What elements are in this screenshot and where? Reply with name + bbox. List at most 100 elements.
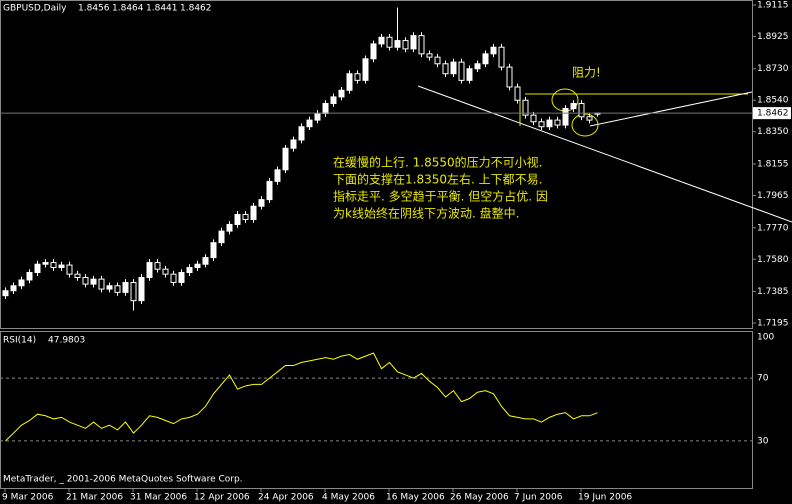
- candle-body: [234, 214, 241, 225]
- ohlc-high: 1.8464: [112, 4, 144, 14]
- candle-body: [186, 267, 193, 274]
- candle-body: [474, 63, 481, 70]
- candle-body: [282, 147, 289, 171]
- candle-body: [570, 103, 577, 110]
- candle-body: [58, 264, 65, 269]
- y-tick-label: 1.7580: [757, 255, 789, 265]
- candle-body: [402, 40, 409, 50]
- candle-body: [2, 290, 9, 297]
- candle-body: [306, 119, 313, 128]
- chart-title: GBPUSD,Daily: [3, 4, 67, 14]
- candle-body: [146, 262, 153, 278]
- trend-line: [417, 85, 792, 223]
- rsi-line: [5, 352, 598, 442]
- candle-body: [202, 257, 209, 265]
- candle-body: [362, 58, 369, 81]
- candle-body: [482, 53, 489, 65]
- candle-body: [546, 119, 553, 128]
- candle-body: [538, 121, 545, 128]
- candle-body: [562, 108, 569, 126]
- indicator-title: RSI(14): [3, 336, 36, 346]
- y-tick-label: 1.7195: [757, 319, 789, 329]
- candle-body: [178, 272, 185, 283]
- candle-body: [530, 114, 537, 123]
- y-tick-label: 1.7770: [757, 223, 789, 233]
- annotation: 下面的支撑在1.8350左右. 上下都不易.: [333, 172, 542, 187]
- candle-body: [122, 281, 129, 293]
- candle-body: [338, 89, 345, 98]
- x-tick-label: 26 May 2006: [450, 493, 509, 503]
- x-tick-label: 4 May 2006: [322, 493, 375, 503]
- y-tick-label: 1.7385: [757, 287, 789, 297]
- y-tick-label: 30: [757, 436, 769, 446]
- candle-body: [458, 61, 465, 81]
- candle-body: [410, 35, 417, 50]
- x-tick-label: 24 Apr 2006: [258, 493, 314, 503]
- candle-body: [274, 169, 281, 182]
- candle-body: [346, 73, 353, 91]
- y-tick-label: 1.8540: [757, 96, 789, 106]
- candle-body: [266, 180, 273, 201]
- y-tick-label: 1.9115: [757, 0, 789, 10]
- ohlc-close: 1.8462: [180, 4, 212, 14]
- x-tick-label: 9 Mar 2006: [2, 493, 54, 503]
- candle-body: [10, 285, 17, 292]
- candle-body: [130, 281, 137, 302]
- candle-body: [98, 278, 105, 290]
- candle-body: [258, 199, 265, 207]
- candle-body: [522, 99, 529, 116]
- candle-body: [450, 61, 457, 75]
- y-tick-label: 1.8155: [757, 160, 789, 170]
- candle-body: [378, 36, 385, 45]
- candle-body: [154, 262, 161, 270]
- candle-body: [330, 96, 337, 105]
- candle-body: [298, 126, 305, 141]
- candle-body: [34, 263, 41, 274]
- candle-body: [194, 263, 201, 269]
- indicator-value: 47.9803: [48, 336, 85, 346]
- rsi-panel: [0, 331, 753, 489]
- candle-body: [82, 276, 89, 285]
- y-tick-label: 1.8730: [757, 64, 789, 74]
- candle-body: [434, 56, 441, 65]
- current-price-label: 1.8462: [757, 109, 789, 119]
- candle-body: [394, 40, 401, 48]
- candle-body: [354, 73, 361, 81]
- candle-body: [210, 242, 217, 259]
- ohlc-open: 1.8456: [78, 4, 110, 14]
- circle-mark: [571, 113, 599, 137]
- x-tick-label: 31 Mar 2006: [130, 493, 187, 503]
- candle-body: [442, 63, 449, 75]
- candle-body: [242, 214, 249, 220]
- ohlc-low: 1.8441: [146, 4, 178, 14]
- candle-body: [18, 279, 25, 287]
- candle-body: [370, 43, 377, 60]
- candle-body: [386, 36, 393, 48]
- candle-body: [138, 276, 145, 302]
- y-tick-label: 1.7965: [757, 191, 789, 201]
- annotation: 阻力!: [572, 66, 601, 80]
- annotation: 为k线始终在阴线下方波动. 盘整中.: [333, 206, 519, 221]
- candle-body: [26, 272, 33, 281]
- candle-body: [490, 46, 497, 55]
- y-tick-label: 1.8350: [757, 127, 789, 137]
- candle-body: [466, 68, 473, 81]
- x-tick-label: 7 Jun 2006: [514, 493, 563, 503]
- candle-body: [506, 66, 513, 88]
- x-tick-label: 21 Mar 2006: [66, 493, 123, 503]
- candle-body: [90, 278, 97, 285]
- candle-body: [418, 35, 425, 55]
- candle-body: [578, 103, 585, 118]
- candle-body: [170, 273, 177, 283]
- annotation: 在缓慢的上行. 1.8550的压力不可小视.: [333, 155, 542, 170]
- x-tick-label: 19 Jun 2006: [578, 493, 632, 503]
- candle-body: [498, 46, 505, 68]
- candle-body: [114, 285, 121, 293]
- candle-body: [162, 268, 169, 275]
- candle-body: [50, 262, 57, 269]
- candle-body: [426, 53, 433, 58]
- candle-body: [66, 264, 73, 275]
- candle-body: [74, 273, 81, 278]
